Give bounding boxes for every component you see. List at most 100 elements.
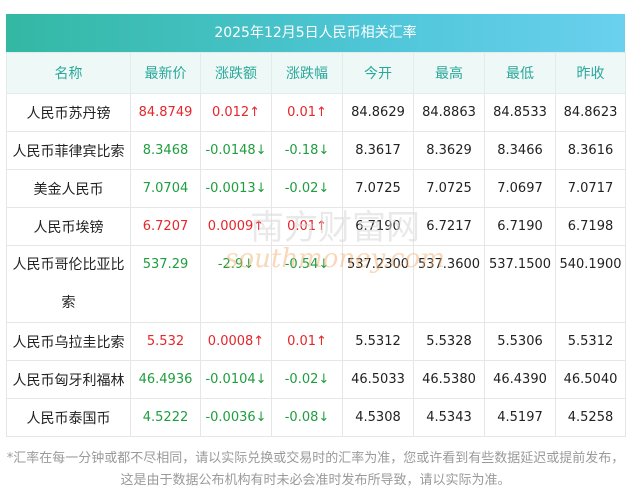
prev-close: 7.0717: [567, 181, 614, 196]
low-price: 8.3466: [497, 143, 543, 158]
change-pct: -0.02↓: [284, 181, 330, 196]
currency-pair-name: 人民币哥伦比亚比索: [6, 245, 131, 323]
change-pct: 0.01↑: [287, 105, 327, 120]
latest-price-cell: 46.4936: [130, 360, 201, 399]
low-price: 537.1500: [488, 257, 552, 272]
latest-price: 6.7207: [142, 219, 189, 234]
currency-pair-name: 美金人民币: [6, 169, 131, 208]
latest-price-cell: 5.532: [130, 322, 201, 361]
table-row: 人民币乌拉圭比索 5.532 0.0008↑ 0.01↑ 5.5312 5.5328 5.5…: [6, 322, 626, 361]
prev-close: 8.3616: [567, 143, 614, 158]
latest-price-cell: 7.0704: [130, 169, 201, 208]
low-price-cell: 537.1500: [484, 245, 556, 323]
high-price-cell: 7.0725: [413, 169, 485, 208]
low-price: 4.5197: [497, 410, 543, 425]
latest-price: 5.532: [146, 334, 185, 349]
change-pct-cell: -0.54↓: [271, 245, 343, 323]
latest-price: 4.5222: [142, 410, 189, 425]
change-pct-cell: 0.01↑: [271, 322, 343, 361]
latest-price: 537.29: [142, 257, 189, 272]
currency-pair-name: 人民币埃镑: [6, 207, 131, 246]
low-price-cell: 8.3466: [484, 131, 556, 170]
high-price: 8.3629: [426, 143, 472, 158]
change-amount: -0.0148↓: [205, 143, 267, 158]
high-price-cell: 84.8863: [413, 93, 485, 132]
change-amount-cell: -2.9↓: [200, 245, 272, 323]
open-price-cell: 4.5308: [342, 398, 414, 437]
prev-close: 6.7198: [567, 219, 614, 234]
change-amount: -0.0104↓: [205, 372, 267, 387]
change-pct: -0.18↓: [284, 143, 330, 158]
change-amount: 0.012↑: [211, 105, 261, 120]
high-price-cell: 8.3629: [413, 131, 485, 170]
high-price: 46.5380: [422, 372, 476, 387]
prev-close: 5.5312: [567, 334, 614, 349]
open-price-cell: 7.0725: [342, 169, 414, 208]
high-price-cell: 6.7217: [413, 207, 485, 246]
change-pct-cell: -0.02↓: [271, 169, 343, 208]
prev-close: 540.1900: [559, 257, 622, 272]
high-price-cell: 46.5380: [413, 360, 485, 399]
prev-close-cell: 6.7198: [555, 207, 626, 246]
open-price-cell: 46.5033: [342, 360, 414, 399]
prev-close-cell: 8.3616: [555, 131, 626, 170]
header-name: 名称: [6, 52, 131, 94]
currency-pair-name: 人民币泰国币: [6, 398, 131, 437]
change-pct-cell: 0.01↑: [271, 207, 343, 246]
high-price-cell: 5.5328: [413, 322, 485, 361]
prev-close: 4.5258: [567, 410, 614, 425]
low-price-cell: 5.5306: [484, 322, 556, 361]
latest-price-cell: 84.8749: [130, 93, 201, 132]
high-price-cell: 537.3600: [413, 245, 485, 323]
change-amount-cell: -0.0148↓: [200, 131, 272, 170]
exchange-rate-table: 名称 最新价 涨跌额 涨跌幅 今开 最高 最低 昨收 人民币苏丹镑 84.8749…: [6, 52, 626, 437]
latest-price: 46.4936: [138, 372, 193, 387]
low-price-cell: 7.0697: [484, 169, 556, 208]
change-amount: -2.9↓: [217, 257, 255, 272]
prev-close: 46.5040: [563, 372, 618, 387]
latest-price-cell: 4.5222: [130, 398, 201, 437]
header-row: 名称 最新价 涨跌额 涨跌幅 今开 最高 最低 昨收: [6, 52, 626, 94]
currency-pair-name: 人民币苏丹镑: [6, 93, 131, 132]
high-price: 537.3600: [417, 257, 481, 272]
currency-pair-name: 人民币匈牙利福林: [6, 360, 131, 399]
change-amount-cell: 0.012↑: [200, 93, 272, 132]
high-price: 4.5343: [426, 410, 472, 425]
change-pct: -0.54↓: [284, 257, 330, 272]
change-amount-cell: -0.0013↓: [200, 169, 272, 208]
change-amount-cell: -0.0104↓: [200, 360, 272, 399]
header-high: 最高: [413, 52, 485, 94]
latest-price: 84.8749: [138, 105, 193, 120]
open-price-cell: 8.3617: [342, 131, 414, 170]
prev-close-cell: 84.8623: [555, 93, 626, 132]
change-pct: -0.08↓: [284, 410, 330, 425]
prev-close-cell: 4.5258: [555, 398, 626, 437]
open-price: 537.2300: [346, 257, 410, 272]
high-price: 5.5328: [426, 334, 472, 349]
latest-price: 7.0704: [142, 181, 189, 196]
low-price: 84.8533: [493, 105, 547, 120]
latest-price: 8.3468: [142, 143, 189, 158]
prev-close-cell: 46.5040: [555, 360, 626, 399]
change-pct-cell: -0.08↓: [271, 398, 343, 437]
rate-table-panel: 2025年12月5日人民币相关汇率 名称 最新价 涨跌额 涨跌幅 今开 最高 最…: [6, 14, 626, 437]
high-price: 7.0725: [426, 181, 472, 196]
high-price-cell: 4.5343: [413, 398, 485, 437]
table-row: 美金人民币 7.0704 -0.0013↓ -0.02↓ 7.0725 7.0725 7.0…: [6, 169, 626, 208]
change-amount: 0.0009↑: [207, 219, 265, 234]
change-pct: 0.01↑: [287, 219, 327, 234]
low-price: 5.5306: [497, 334, 543, 349]
header-change: 涨跌额: [200, 52, 272, 94]
prev-close-cell: 7.0717: [555, 169, 626, 208]
change-amount-cell: 0.0009↑: [200, 207, 272, 246]
prev-close-cell: 540.1900: [555, 245, 626, 323]
table-row: 人民币埃镑 6.7207 0.0009↑ 0.01↑ 6.7190 6.7217 6.719…: [6, 207, 626, 246]
header-prev-close: 昨收: [555, 52, 626, 94]
header-low: 最低: [484, 52, 556, 94]
currency-pair-name: 人民币菲律宾比索: [6, 131, 131, 170]
change-amount: 0.0008↑: [207, 334, 265, 349]
open-price: 46.5033: [351, 372, 405, 387]
change-amount-cell: -0.0036↓: [200, 398, 272, 437]
latest-price-cell: 6.7207: [130, 207, 201, 246]
header-change-pct: 涨跌幅: [271, 52, 343, 94]
